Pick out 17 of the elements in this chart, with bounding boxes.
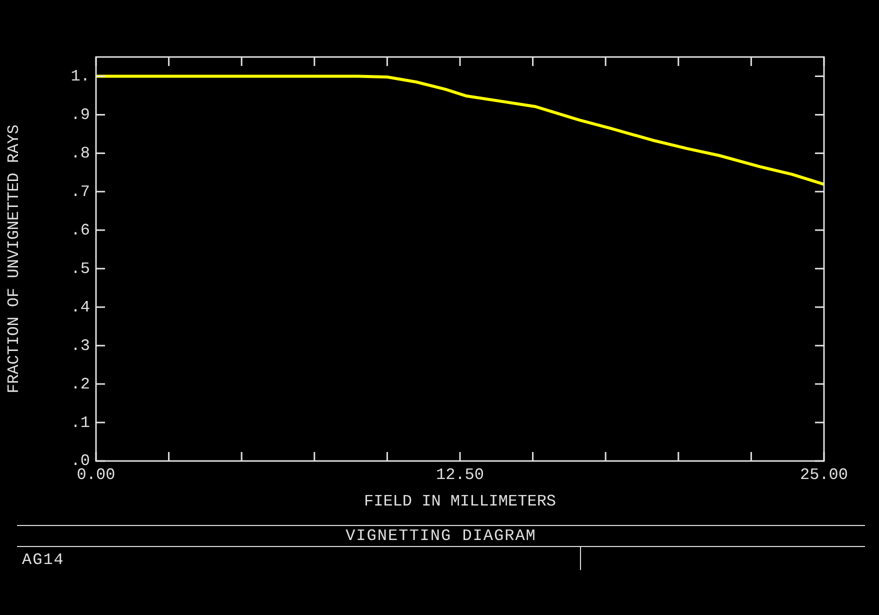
y-tick-label: .5 [70,260,90,278]
y-tick-label: .6 [70,221,90,240]
y-tick-label: .2 [70,375,90,394]
text: VIGNETTING DIAGRAM [17,525,865,547]
y-tick-label: .7 [70,182,90,201]
y-tick-label: .1 [70,414,90,432]
text: AG14 [22,551,64,569]
y-tick-label: .3 [70,336,90,355]
y-axis-title: FRACTION OF UNVIGNETTED RAYS [4,124,23,394]
x-tick-label: 12.50 [436,466,484,484]
y-tick-label: .4 [70,298,90,316]
x-tick-label: 25.00 [800,466,848,484]
y-tick-label: .8 [70,144,90,162]
y-tick-label: 1. [70,67,90,86]
y-tick-label: .9 [70,106,90,124]
x-axis-title: FIELD IN MILLIMETERS [364,492,556,511]
x-tick-label: 0.00 [76,466,116,484]
